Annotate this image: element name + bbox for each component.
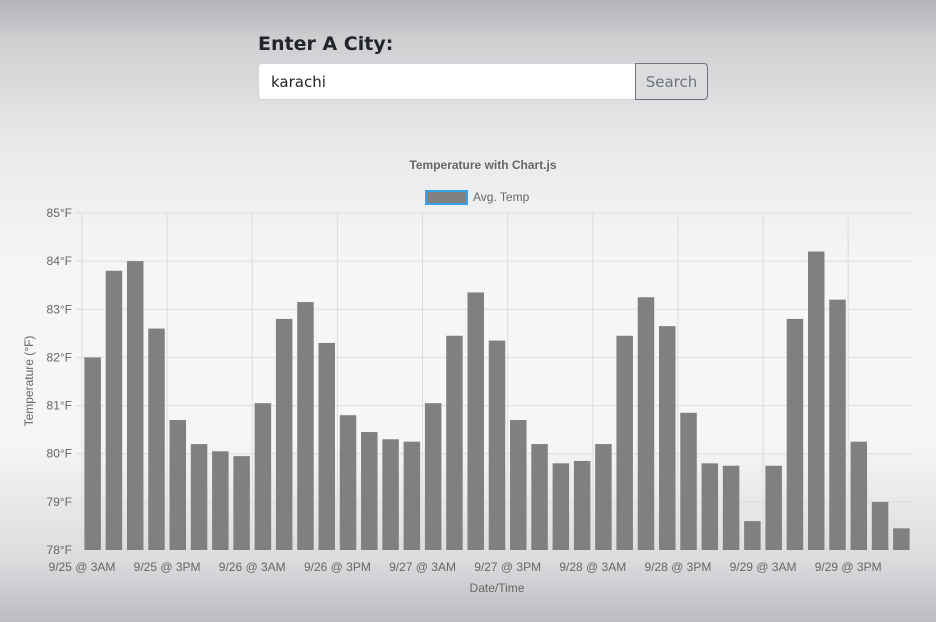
bar[interactable] (254, 403, 272, 550)
bar[interactable] (148, 328, 165, 550)
bar[interactable] (510, 420, 527, 550)
x-tick-label: 9/29 @ 3PM (815, 560, 882, 574)
bar[interactable] (446, 335, 463, 550)
legend-label[interactable]: Avg. Temp (473, 190, 530, 204)
x-tick-label: 9/25 @ 3PM (134, 560, 201, 574)
bar[interactable] (893, 528, 910, 550)
bar[interactable] (467, 292, 484, 550)
bar[interactable] (616, 335, 633, 550)
y-tick-label: 78°F (47, 543, 72, 557)
y-tick-label: 83°F (47, 302, 72, 316)
x-tick-label: 9/27 @ 3PM (474, 560, 541, 574)
y-tick-label: 79°F (47, 495, 72, 509)
bar[interactable] (680, 412, 697, 550)
y-tick-label: 82°F (47, 350, 72, 364)
bar[interactable] (297, 302, 314, 550)
y-tick-label: 80°F (47, 447, 72, 461)
bar[interactable] (318, 342, 335, 550)
y-axis-title: Temperature (°F) (22, 336, 36, 427)
bar[interactable] (361, 432, 378, 550)
bar[interactable] (84, 357, 101, 550)
x-tick-label: 9/25 @ 3AM (49, 560, 116, 574)
bars-group (84, 251, 910, 550)
bar[interactable] (488, 340, 506, 550)
x-tick-label: 9/26 @ 3PM (304, 560, 371, 574)
x-axis-title: Date/Time (470, 581, 525, 595)
x-tick-label: 9/29 @ 3AM (730, 560, 797, 574)
bar[interactable] (105, 270, 123, 550)
bar[interactable] (659, 326, 676, 550)
bar[interactable] (701, 463, 719, 550)
bar[interactable] (637, 297, 655, 550)
x-tick-label: 9/28 @ 3AM (559, 560, 626, 574)
bar[interactable] (722, 465, 740, 550)
bar[interactable] (765, 465, 782, 550)
bar[interactable] (169, 420, 187, 550)
bar[interactable] (552, 463, 570, 550)
bar[interactable] (871, 501, 889, 550)
search-button[interactable]: Search (635, 63, 708, 100)
legend-swatch[interactable] (425, 190, 468, 205)
y-tick-labels: 85°F 84°F 83°F 82°F 81°F 80°F 79°F 78°F (47, 206, 72, 557)
x-tick-labels: 9/25 @ 3AM 9/25 @ 3PM 9/26 @ 3AM 9/26 @ 3PM… (49, 560, 882, 574)
city-input[interactable] (258, 63, 636, 100)
x-tick-label: 9/28 @ 3PM (644, 560, 711, 574)
bar[interactable] (424, 403, 442, 550)
bar[interactable] (212, 451, 229, 550)
x-tick-label: 9/27 @ 3AM (389, 560, 456, 574)
bar[interactable] (829, 299, 846, 550)
x-tick-label: 9/26 @ 3AM (219, 560, 286, 574)
bar[interactable] (744, 521, 761, 550)
y-tick-label: 81°F (47, 399, 72, 413)
bar[interactable] (382, 439, 399, 550)
bar[interactable] (275, 318, 293, 550)
bar[interactable] (403, 441, 421, 550)
bar[interactable] (850, 441, 868, 550)
bar[interactable] (126, 261, 144, 550)
bar[interactable] (190, 444, 208, 550)
y-tick-label: 85°F (47, 206, 72, 220)
bar[interactable] (595, 444, 612, 550)
bar[interactable] (531, 444, 548, 550)
bar[interactable] (807, 251, 825, 550)
chart-title: Temperature with Chart.js (409, 158, 556, 172)
city-label: Enter A City: (258, 33, 394, 55)
y-tick-label: 84°F (47, 254, 72, 268)
bar[interactable] (786, 318, 804, 550)
bar[interactable] (233, 456, 250, 550)
bar[interactable] (573, 460, 591, 550)
bar[interactable] (339, 415, 357, 550)
